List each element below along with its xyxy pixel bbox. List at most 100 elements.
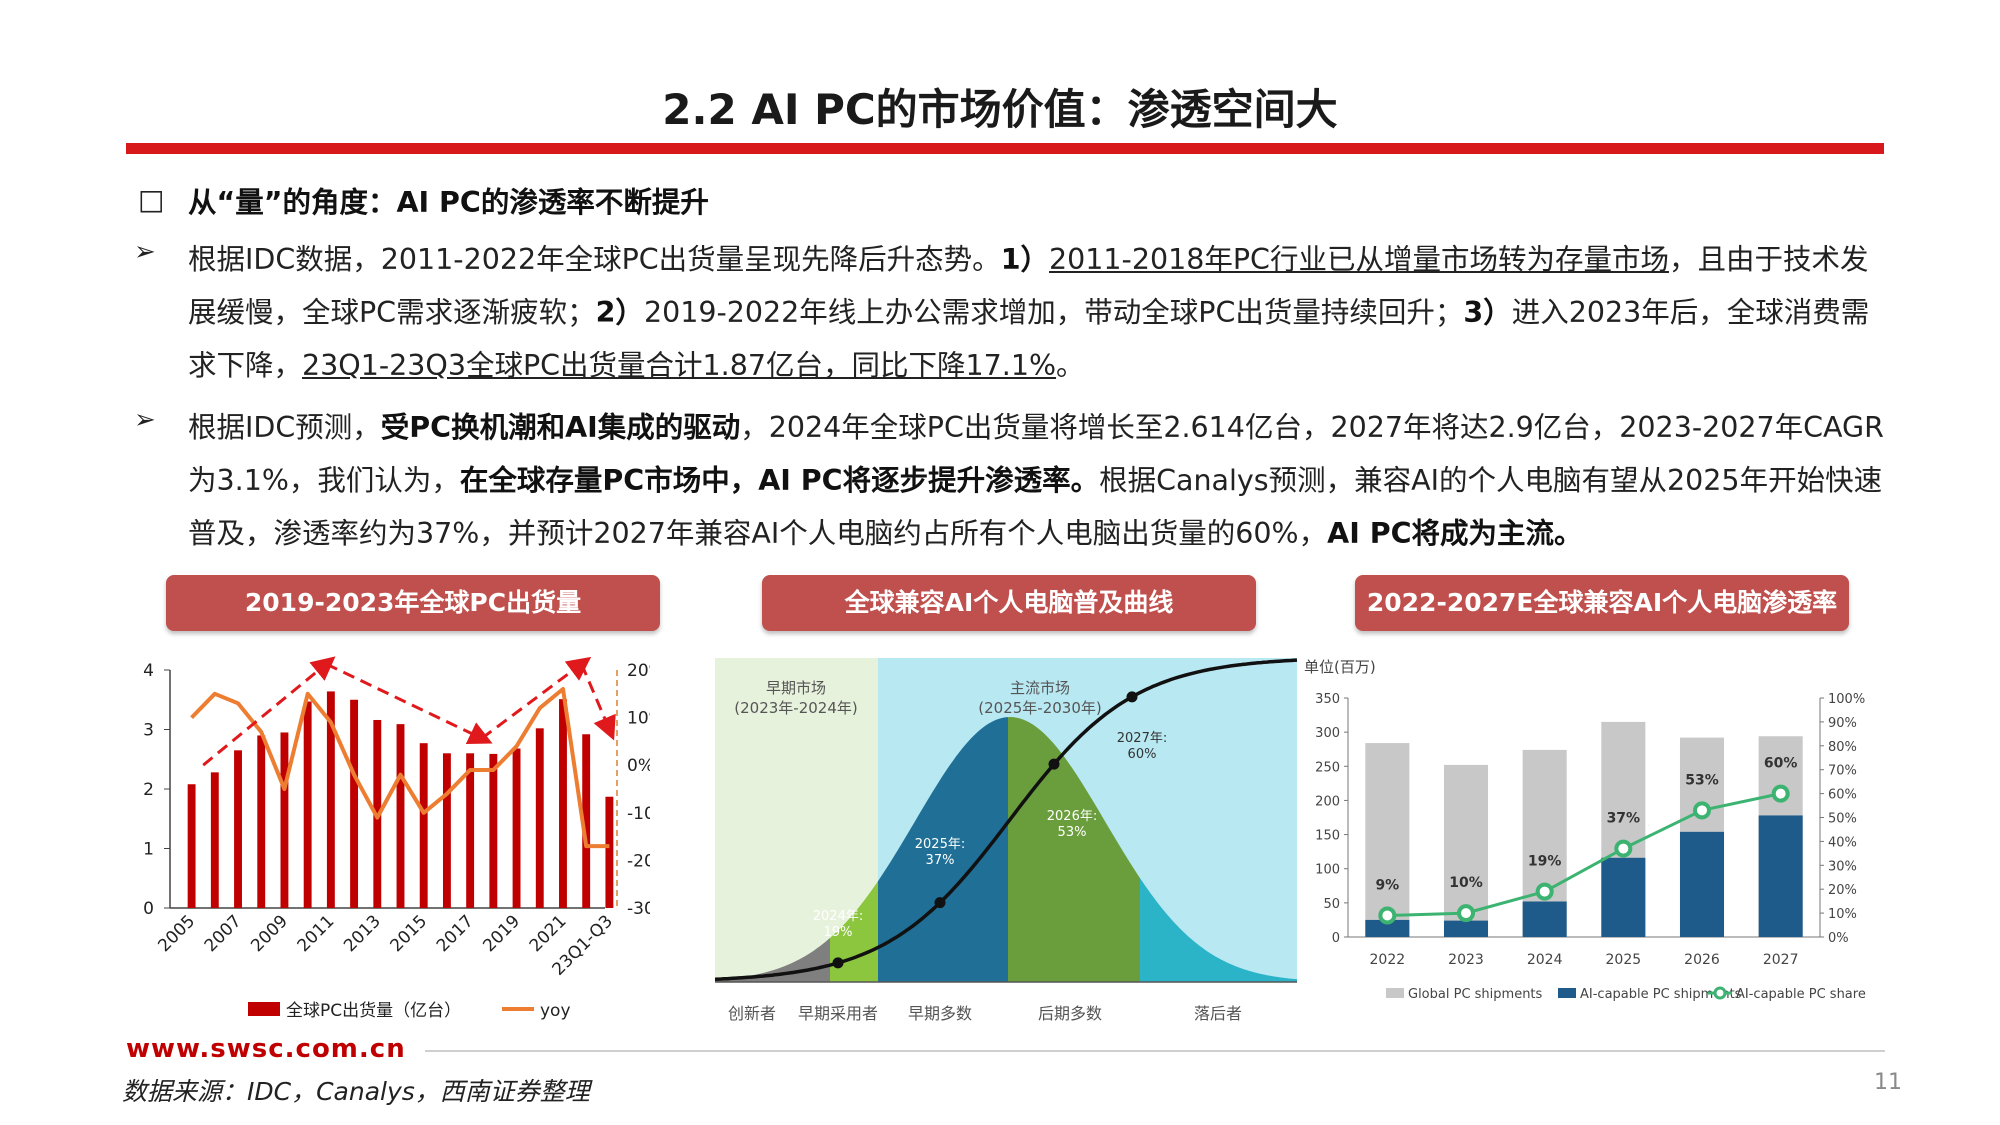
panel-title-shipments: 2019-2023年全球PC出货量 bbox=[166, 575, 660, 631]
shipment-bar bbox=[303, 701, 312, 908]
ai-pc-bar bbox=[1679, 831, 1725, 937]
ai-pc-penetration-chart: 单位(百万) 0 50 100 150 200 250 300 350 0% 10% 20% 30% 40… bbox=[1304, 658, 1866, 1002]
x-tick-label: 2015 bbox=[387, 911, 432, 956]
x-tick-label: 2019 bbox=[479, 911, 524, 956]
title-divider bbox=[126, 143, 1884, 154]
share-point bbox=[1535, 882, 1554, 901]
adoption-segment bbox=[830, 881, 878, 982]
shipment-bar bbox=[234, 750, 242, 908]
x-tick-label: 2026 bbox=[1684, 952, 1720, 968]
y2-tick-label: 0% bbox=[1828, 931, 1849, 946]
y-tick-label: 250 bbox=[1315, 760, 1340, 775]
share-point bbox=[1378, 906, 1397, 925]
trend-arrow bbox=[325, 662, 493, 745]
shipment-bar bbox=[396, 724, 405, 908]
stage-label: 后期多数 bbox=[1038, 1004, 1102, 1023]
shipment-bar bbox=[187, 784, 196, 908]
y2-tick-label: -10% bbox=[627, 804, 650, 824]
y-tick-label: 1 bbox=[143, 840, 154, 860]
y2-tick-label: 100% bbox=[1828, 692, 1865, 707]
market-label-period: (2025年-2030年) bbox=[978, 699, 1101, 717]
stage-label: 落后者 bbox=[1194, 1004, 1242, 1023]
shipment-bar bbox=[512, 748, 521, 908]
x-tick-label: 2005 bbox=[154, 911, 199, 956]
share-label: 10% bbox=[1449, 875, 1483, 891]
share-line bbox=[1387, 792, 1782, 917]
paragraph-1: 根据IDC数据，2011-2022年全球PC出货量呈现先降后升态势。1）2011… bbox=[188, 243, 1870, 382]
point-year-label: 2027年: bbox=[1117, 731, 1167, 746]
x-tick-label: 2024 bbox=[1527, 952, 1563, 968]
share-label: 9% bbox=[1375, 877, 1399, 893]
shipment-bar bbox=[326, 691, 335, 908]
shipment-bar bbox=[350, 699, 359, 908]
x-tick-label: 2022 bbox=[1370, 952, 1406, 968]
y-tick-label: 0 bbox=[143, 899, 154, 919]
trend-arrow bbox=[480, 656, 592, 740]
x-tick-label: 2027 bbox=[1763, 952, 1799, 968]
x-tick-label: 2013 bbox=[340, 911, 385, 956]
point-year-label: 2025年: bbox=[915, 837, 965, 852]
y-tick-label: 150 bbox=[1315, 829, 1340, 844]
point-value-label: 60% bbox=[1128, 747, 1157, 762]
shipment-bar bbox=[442, 753, 451, 908]
y2-tick-label: 80% bbox=[1828, 740, 1857, 755]
adoption-point bbox=[934, 897, 946, 909]
y2-tick-label: -20% bbox=[627, 851, 650, 871]
y-tick-label: 0 bbox=[1332, 931, 1340, 946]
share-point bbox=[1614, 839, 1633, 858]
shipment-bar bbox=[280, 732, 289, 908]
point-year-label: 2026年: bbox=[1047, 809, 1097, 824]
market-label-period: (2023年-2024年) bbox=[734, 699, 857, 717]
y-tick-label: 200 bbox=[1315, 794, 1340, 809]
y2-tick-label: 40% bbox=[1828, 835, 1857, 850]
y2-tick-label: 0% bbox=[627, 756, 650, 776]
y-tick-label: 100 bbox=[1315, 863, 1340, 878]
y2-tick-label: 60% bbox=[1828, 788, 1857, 803]
legend-label-ai: AI-capable PC shipments bbox=[1580, 987, 1742, 1002]
square-bullet-icon: □ bbox=[138, 183, 165, 216]
panel-title-penetration: 2022-2027E全球兼容AI个人电脑渗透率 bbox=[1355, 575, 1849, 631]
legend-swatch-share-dot bbox=[1713, 986, 1727, 1000]
ai-pc-bar bbox=[1443, 920, 1489, 937]
adoption-point bbox=[1048, 758, 1060, 770]
y2-tick-label: 10% bbox=[1828, 907, 1857, 922]
adoption-segment bbox=[1008, 717, 1140, 982]
y2-tick-label: 50% bbox=[1828, 812, 1857, 827]
share-label: 60% bbox=[1764, 756, 1798, 772]
section-heading: 从“量”的角度：AI PC的渗透率不断提升 bbox=[188, 186, 709, 219]
arrow-bullet-icon: ➢ bbox=[134, 237, 156, 267]
point-value-label: 19% bbox=[824, 925, 853, 940]
page-number: 11 bbox=[1874, 1070, 1902, 1095]
y-tick-label: 3 bbox=[143, 721, 154, 741]
y2-tick-label: -30% bbox=[627, 899, 650, 919]
legend-label-global: Global PC shipments bbox=[1408, 987, 1543, 1002]
adoption-point bbox=[832, 957, 844, 969]
share-label: 19% bbox=[1528, 854, 1562, 870]
y2-tick-label: 20% bbox=[1828, 883, 1857, 898]
share-point bbox=[1693, 801, 1711, 820]
legend-label-shipments: 全球PC出货量（亿台） bbox=[286, 1001, 461, 1021]
x-tick-label: 2011 bbox=[294, 911, 339, 956]
shipment-bar bbox=[210, 772, 219, 908]
point-value-label: 53% bbox=[1058, 825, 1087, 840]
y-tick-label: 2 bbox=[143, 780, 154, 800]
legend-label-yoy: yoy bbox=[540, 1001, 571, 1021]
legend-swatch-shipments bbox=[248, 1002, 280, 1016]
share-label: 53% bbox=[1685, 772, 1719, 788]
stage-label: 早期采用者 bbox=[798, 1004, 878, 1023]
footer-divider bbox=[425, 1050, 1885, 1052]
share-label: 37% bbox=[1607, 811, 1641, 827]
x-tick-label: 2009 bbox=[247, 911, 292, 956]
trend-arrow bbox=[580, 663, 616, 741]
point-year-label: 2024年: bbox=[813, 909, 863, 924]
y2-tick-label: 10% bbox=[627, 709, 650, 729]
adoption-point bbox=[1126, 691, 1138, 703]
source-note: 数据来源：IDC，Canalys，西南证券整理 bbox=[122, 1077, 590, 1106]
footer-website: www.swsc.com.cn bbox=[126, 1034, 406, 1064]
legend-swatch-global bbox=[1386, 988, 1404, 998]
stage-label: 早期多数 bbox=[908, 1004, 972, 1023]
shipment-bar bbox=[257, 735, 266, 908]
y2-tick-label: 30% bbox=[1828, 859, 1857, 874]
arrow-bullet-icon: ➢ bbox=[134, 405, 156, 435]
ai-pc-adoption-curve: 早期市场 (2023年-2024年) 主流市场 (2025年-2030年) 2024年:… bbox=[714, 658, 1298, 1023]
